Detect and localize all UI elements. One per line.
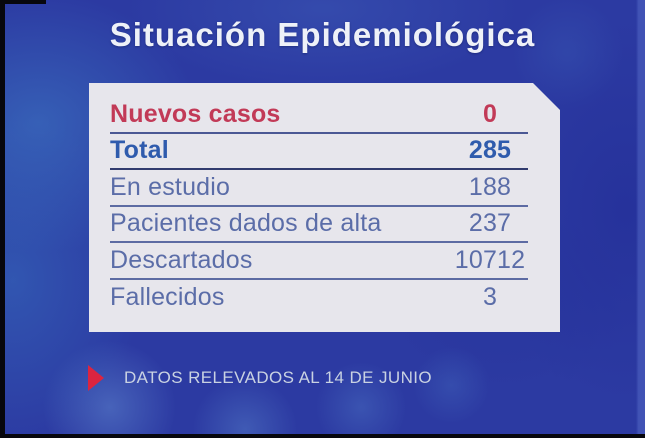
left-edge-bar xyxy=(0,0,5,438)
footer-note: DATOS RELEVADOS AL 14 DE JUNIO xyxy=(88,364,432,392)
table-row: Total 285 xyxy=(110,134,528,171)
row-value: 3 xyxy=(482,283,498,312)
row-label: Pacientes dados de alta xyxy=(110,209,382,238)
row-value: 188 xyxy=(468,172,512,201)
row-value: 0 xyxy=(482,99,498,128)
table-row: En estudio 188 xyxy=(110,170,528,207)
table-row: Pacientes dados de alta 237 xyxy=(110,207,528,244)
play-triangle-icon xyxy=(88,365,104,391)
top-left-edge-bar xyxy=(0,0,46,4)
row-label: Descartados xyxy=(110,245,253,274)
stats-card: Nuevos casos 0 Total 285 En estudio 188 … xyxy=(89,83,560,332)
table-row: Fallecidos 3 xyxy=(110,280,528,317)
row-label: Nuevos casos xyxy=(110,99,281,128)
row-label: En estudio xyxy=(110,172,231,201)
table-row: Nuevos casos 0 xyxy=(110,97,528,134)
row-value: 237 xyxy=(468,209,512,238)
row-value: 285 xyxy=(468,136,512,165)
table-row: Descartados 10712 xyxy=(110,243,528,280)
bottom-edge-bar xyxy=(0,434,645,438)
row-value: 10712 xyxy=(454,245,526,274)
page-title: Situación Epidemiológica xyxy=(109,16,536,53)
footer-note-text: DATOS RELEVADOS AL 14 DE JUNIO xyxy=(124,368,433,387)
row-label: Fallecidos xyxy=(110,283,225,312)
row-label: Total xyxy=(110,136,169,165)
